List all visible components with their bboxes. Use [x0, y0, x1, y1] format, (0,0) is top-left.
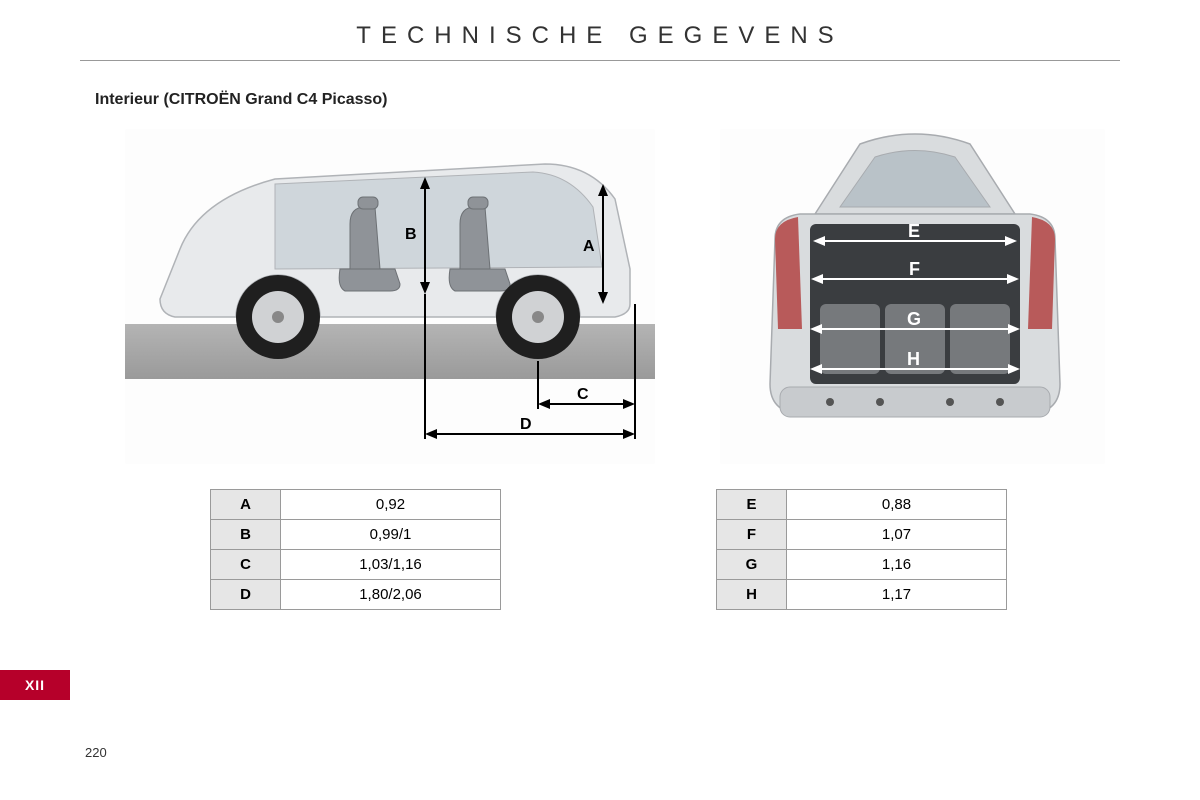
page-title: TECHNISCHE GEGEVENS — [0, 0, 1200, 60]
page-number: 220 — [85, 745, 107, 760]
parking-sensor-icon — [876, 398, 884, 406]
table-value-cell: 1,80/2,06 — [281, 580, 501, 610]
table-value-cell: 1,07 — [787, 520, 1007, 550]
rear-bumper-icon — [780, 387, 1050, 417]
table-row: C 1,03/1,16 — [211, 550, 501, 580]
rear-view-figure: E F G H — [720, 129, 1105, 464]
dimension-a-label: A — [583, 238, 595, 255]
tables-row: A 0,92 B 0,99/1 C 1,03/1,16 D 1,80/2,06 … — [0, 489, 1200, 610]
right-taillight-icon — [1028, 217, 1055, 329]
table-label-cell: H — [717, 580, 787, 610]
side-view-figure: A B C — [125, 129, 655, 464]
title-rule — [80, 60, 1120, 61]
car-window-icon — [275, 172, 602, 269]
table-row: F 1,07 — [717, 520, 1007, 550]
front-wheel-icon — [236, 275, 320, 359]
table-row: B 0,99/1 — [211, 520, 501, 550]
dimension-f-label: F — [909, 259, 920, 279]
table-row: A 0,92 — [211, 490, 501, 520]
dimension-d-label: D — [520, 416, 532, 433]
dimensions-table-left: A 0,92 B 0,99/1 C 1,03/1,16 D 1,80/2,06 — [210, 489, 501, 610]
table-label-cell: F — [717, 520, 787, 550]
table-label-cell: B — [211, 520, 281, 550]
table-value-cell: 1,16 — [787, 550, 1007, 580]
figures-row: A B C — [125, 129, 1110, 464]
table-row: E 0,88 — [717, 490, 1007, 520]
table-label-cell: E — [717, 490, 787, 520]
page-subtitle: Interieur (CITROËN Grand C4 Picasso) — [95, 91, 1200, 109]
side-view-svg: A B C — [125, 129, 655, 464]
parking-sensor-icon — [996, 398, 1004, 406]
left-taillight-icon — [775, 217, 802, 329]
rear-view-svg: E F G H — [720, 129, 1105, 464]
parking-sensor-icon — [946, 398, 954, 406]
table-label-cell: C — [211, 550, 281, 580]
table-label-cell: D — [211, 580, 281, 610]
table-row: G 1,16 — [717, 550, 1007, 580]
dimension-c: C — [538, 386, 635, 409]
dimension-g-label: G — [907, 309, 921, 329]
dimension-d: D — [425, 416, 635, 439]
dimension-b-label: B — [405, 226, 417, 243]
dimension-c-label: C — [577, 386, 589, 403]
table-value-cell: 0,88 — [787, 490, 1007, 520]
cargo-seat-right-icon — [950, 304, 1010, 374]
table-value-cell: 0,92 — [281, 490, 501, 520]
section-tab: XII — [0, 670, 70, 700]
parking-sensor-icon — [826, 398, 834, 406]
dimension-e-label: E — [908, 221, 920, 241]
dimension-h-label: H — [907, 349, 920, 369]
table-row: D 1,80/2,06 — [211, 580, 501, 610]
table-label-cell: A — [211, 490, 281, 520]
table-value-cell: 0,99/1 — [281, 520, 501, 550]
table-label-cell: G — [717, 550, 787, 580]
cargo-seat-left-icon — [820, 304, 880, 374]
table-row: H 1,17 — [717, 580, 1007, 610]
dimensions-table-right: E 0,88 F 1,07 G 1,16 H 1,17 — [716, 489, 1007, 610]
rear-wheel-icon — [496, 275, 580, 359]
table-value-cell: 1,03/1,16 — [281, 550, 501, 580]
table-value-cell: 1,17 — [787, 580, 1007, 610]
